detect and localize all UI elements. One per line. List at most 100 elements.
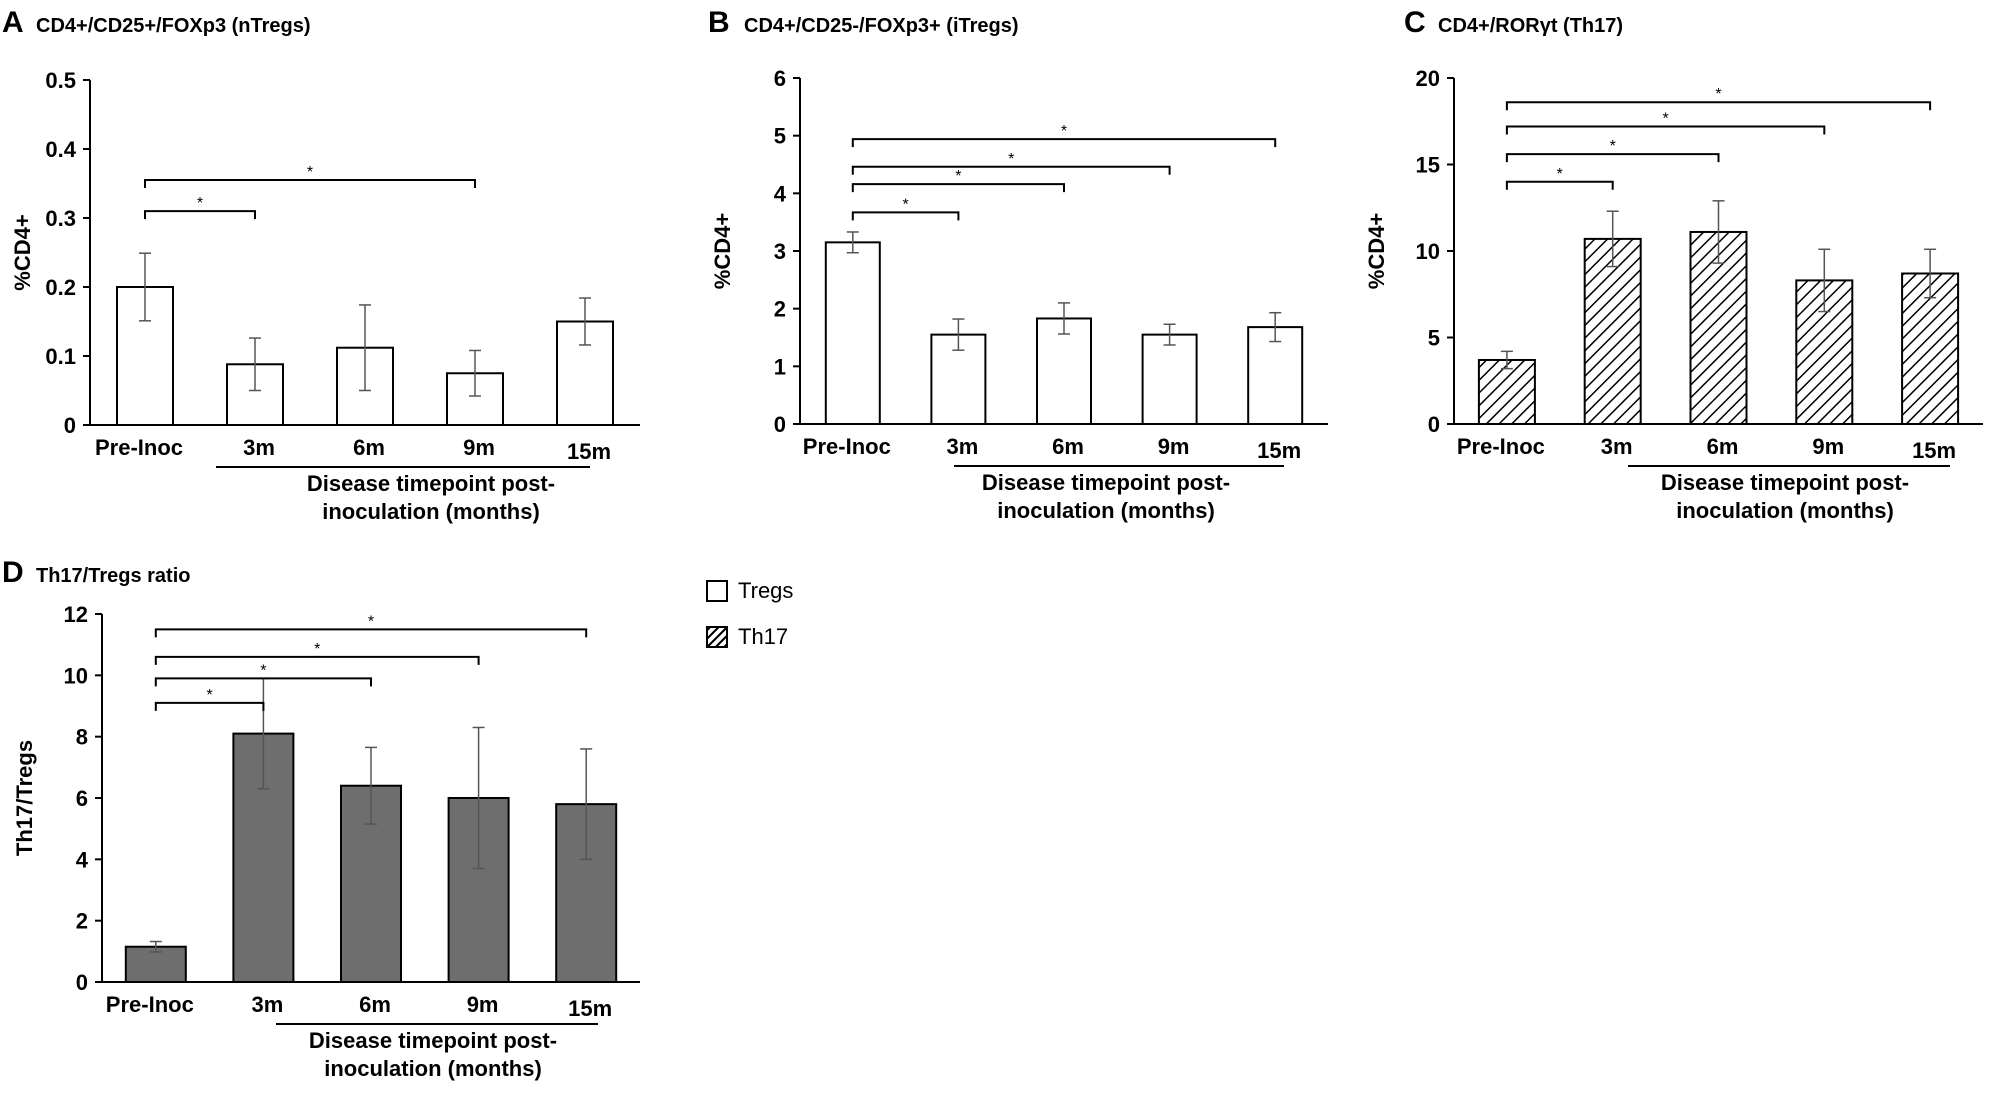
y-tick-label-d: 0 — [76, 970, 88, 995]
significance-star-d-3: * — [368, 613, 374, 630]
bracket-line-b-3 — [851, 138, 1277, 148]
x-axis-label-c-0: Disease timepoint post- — [1661, 470, 1909, 495]
significance-bracket-c-3: * — [1505, 86, 1932, 111]
bracket-line-b-2 — [851, 165, 1171, 175]
x-tick-label-a-2: 6m — [353, 435, 385, 460]
panel-b-letter: B — [708, 6, 730, 39]
x-tick-label-a-0: Pre-Inoc — [95, 435, 183, 460]
x-tick-label-c-3: 9m — [1812, 434, 1844, 459]
chart-d: 0 2 4 6 8 10 12 Th17/Tregs Pre-Inoc 3m 6m 9m 15m Dise… — [12, 602, 640, 1081]
x-tick-label-c-0: Pre-Inoc — [1457, 434, 1545, 459]
x-tick-label-b-4: 15m — [1257, 438, 1301, 463]
y-tick-label-a: 0.4 — [45, 137, 76, 162]
significance-bracket-d-1: * — [154, 662, 372, 687]
y-tick-label-a: 0.2 — [45, 275, 76, 300]
x-tick-label-d-1: 3m — [252, 992, 284, 1017]
panel-d-title: Th17/Tregs ratio — [36, 565, 191, 587]
x-tick-label-a-4: 15m — [567, 439, 611, 464]
significance-bracket-b-1: * — [851, 168, 1065, 193]
bracket-line-c-1 — [1505, 153, 1720, 163]
significance-star-c-2: * — [1662, 110, 1668, 127]
x-axis-label-b-1: inoculation (months) — [997, 498, 1215, 523]
bracket-line-d-2 — [154, 655, 480, 665]
y-tick-label-d: 6 — [76, 786, 88, 811]
y-tick-label-d: 10 — [64, 663, 88, 688]
x-tick-label-b-3: 9m — [1158, 434, 1190, 459]
panel-b-title: CD4+/CD25-/FOXp3+ (iTregs) — [744, 15, 1019, 37]
x-axis-label-c-1: inoculation (months) — [1676, 498, 1894, 523]
significance-bracket-d-3: * — [154, 613, 588, 638]
chart-b: 0 1 2 3 4 5 6 %CD4+ Pre-Inoc 3m 6m 9m 15m Disease tim… — [710, 66, 1328, 523]
significance-bracket-b-0: * — [851, 196, 960, 221]
x-tick-label-d-0: Pre-Inoc — [106, 992, 194, 1017]
y-tick-label-a: 0.3 — [45, 206, 76, 231]
y-tick-label-d: 12 — [64, 602, 88, 627]
y-tick-label-c: 10 — [1416, 239, 1440, 264]
significance-bracket-c-0: * — [1505, 166, 1614, 190]
significance-bracket-a-0: * — [144, 195, 256, 220]
y-axis-label-a: %CD4+ — [10, 214, 35, 290]
significance-star-d-1: * — [260, 662, 266, 679]
significance-star-a-0: * — [197, 195, 203, 212]
x-axis-label-a-0: Disease timepoint post- — [307, 471, 555, 496]
bracket-line-c-2 — [1505, 125, 1826, 135]
x-axis-label-b-0: Disease timepoint post- — [982, 470, 1230, 495]
significance-star-c-3: * — [1715, 86, 1721, 103]
y-tick-label-d: 2 — [76, 909, 88, 934]
y-tick-label-c: 0 — [1428, 412, 1440, 437]
bracket-line-d-3 — [154, 628, 588, 638]
y-tick-label-c: 20 — [1416, 66, 1440, 91]
significance-bracket-b-3: * — [851, 123, 1277, 148]
x-tick-label-d-3: 9m — [467, 992, 499, 1017]
chart-a: 0 0.1 0.2 0.3 0.4 0.5 %CD4+ Pre-Inoc 3m 6m 9m 15m Di… — [10, 68, 640, 524]
y-axis-label-b: %CD4+ — [710, 213, 735, 289]
legend-swatch-tregs — [706, 580, 728, 602]
y-axis-label-d: Th17/Tregs — [12, 740, 37, 856]
y-tick-label-b: 6 — [774, 66, 786, 91]
significance-bracket-d-0: * — [154, 687, 265, 711]
panel-c-letter: C — [1404, 6, 1426, 39]
x-axis-label-d-0: Disease timepoint post- — [309, 1028, 557, 1053]
significance-star-b-0: * — [902, 196, 908, 213]
x-axis-label-d-1: inoculation (months) — [324, 1056, 542, 1081]
x-tick-label-b-1: 3m — [947, 434, 979, 459]
panel-c-title: CD4+/RORγt (Th17) — [1438, 15, 1624, 37]
y-tick-label-b: 1 — [774, 354, 786, 379]
panel-a-title: CD4+/CD25+/FOXp3 (nTregs) — [36, 15, 311, 37]
x-tick-label-b-0: Pre-Inoc — [803, 434, 891, 459]
x-tick-label-d-2: 6m — [359, 992, 391, 1017]
bracket-line-a-0 — [144, 210, 256, 220]
bracket-line-c-3 — [1505, 101, 1932, 111]
bracket-line-b-1 — [851, 183, 1065, 193]
bar-b-2 — [1036, 317, 1092, 425]
legend-swatch-th17 — [706, 626, 728, 648]
significance-star-d-0: * — [206, 687, 212, 704]
significance-star-c-1: * — [1610, 138, 1616, 155]
bracket-line-c-0 — [1505, 180, 1614, 190]
x-tick-label-d-4: 15m — [568, 996, 612, 1021]
legend: Tregs Th17 — [706, 580, 906, 660]
significance-star-b-1: * — [955, 168, 961, 185]
y-tick-label-c: 15 — [1416, 153, 1440, 178]
x-tick-label-b-2: 6m — [1052, 434, 1084, 459]
bracket-line-d-0 — [154, 701, 265, 711]
significance-bracket-d-2: * — [154, 641, 480, 665]
y-tick-label-a: 0 — [64, 413, 76, 438]
significance-star-a-1: * — [307, 164, 313, 181]
x-tick-label-c-1: 3m — [1601, 434, 1633, 459]
panel-a-letter: A — [2, 6, 24, 39]
y-axis-label-c: %CD4+ — [1364, 213, 1389, 289]
significance-bracket-a-1: * — [144, 164, 476, 189]
bar-b-3 — [1141, 333, 1198, 425]
bar-c-0 — [1477, 358, 1536, 425]
x-tick-label-c-4: 15m — [1912, 438, 1956, 463]
bar-c-1 — [1583, 237, 1642, 425]
significance-bracket-c-1: * — [1505, 138, 1720, 163]
y-tick-label-b: 5 — [774, 124, 786, 149]
bracket-line-d-1 — [154, 677, 372, 687]
y-tick-label-b: 2 — [774, 297, 786, 322]
significance-bracket-b-2: * — [851, 151, 1171, 175]
x-tick-label-a-3: 9m — [463, 435, 495, 460]
